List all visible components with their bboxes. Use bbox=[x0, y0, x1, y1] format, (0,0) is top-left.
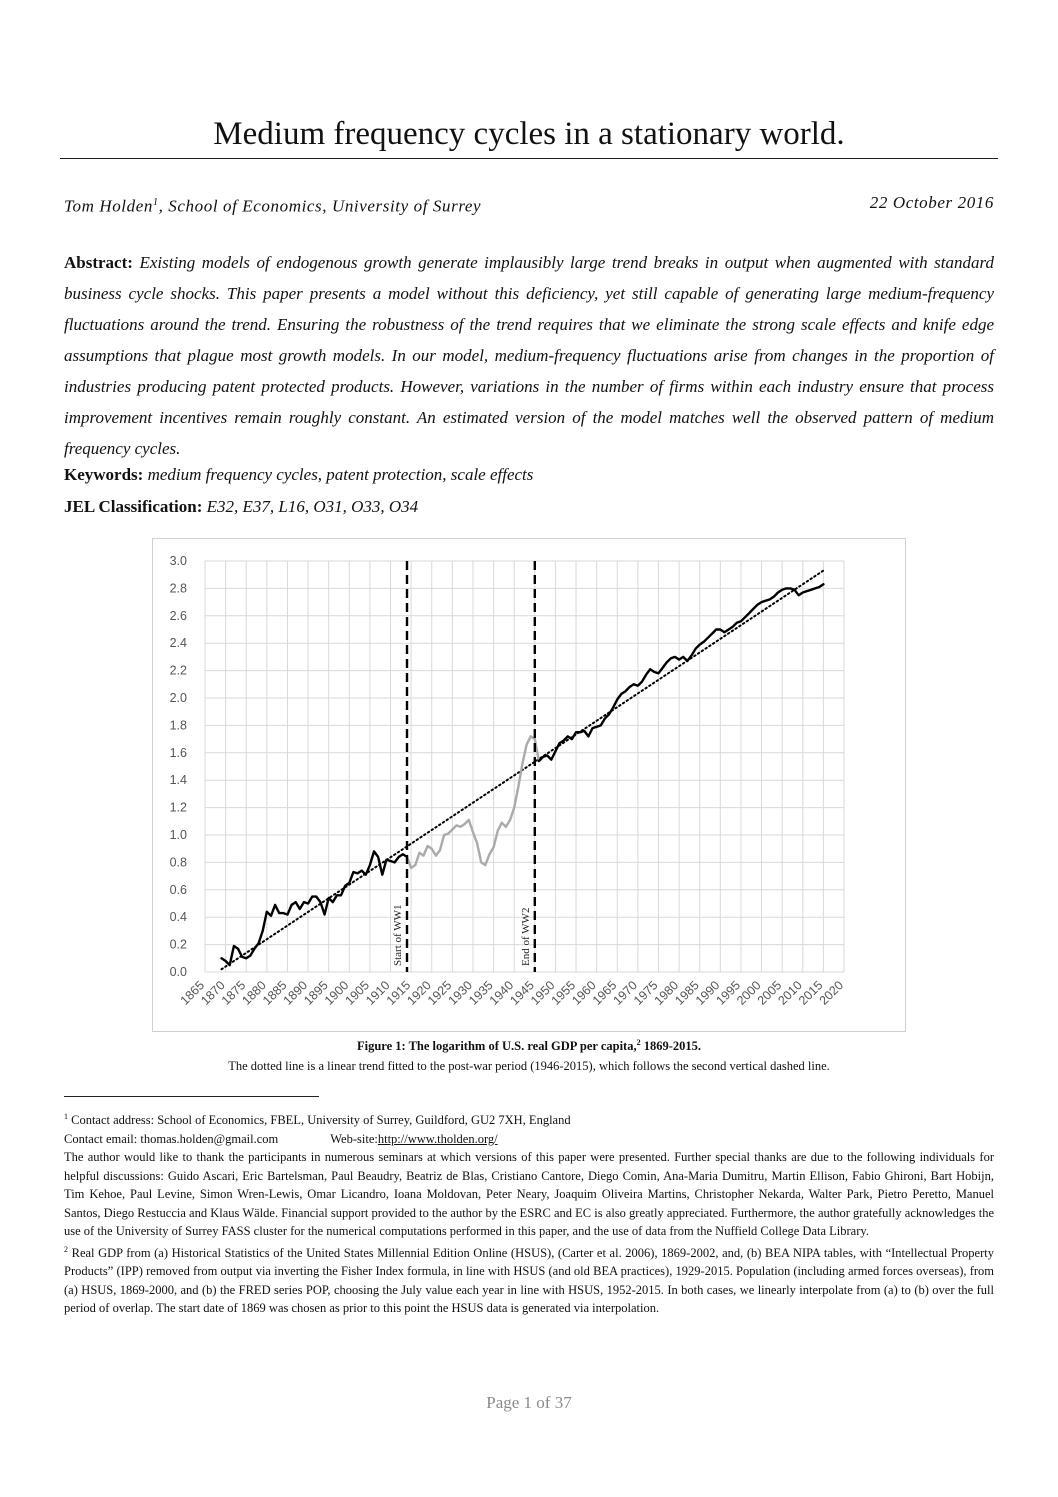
gdp-series-line-2 bbox=[405, 735, 541, 870]
figure-caption-mark: 2 bbox=[636, 1038, 641, 1047]
y-tick-label: 1.6 bbox=[170, 746, 187, 760]
author-affiliation: , School of Economics, University of Sur… bbox=[158, 196, 482, 216]
contact-email: Contact email: thomas.holden@gmail.com bbox=[64, 1131, 279, 1146]
y-tick-label: 0.2 bbox=[170, 938, 187, 952]
author-name: Tom Holden bbox=[64, 196, 153, 216]
figure-caption-note: The dotted line is a linear trend fitted… bbox=[228, 1059, 830, 1074]
footnote-1-address: 1 Contact address: School of Economics, … bbox=[64, 1108, 994, 1130]
y-tick-label: 0.6 bbox=[170, 883, 187, 897]
footnote-divider bbox=[64, 1096, 319, 1097]
y-tick-label: 0.8 bbox=[170, 855, 187, 869]
gdp-chart-svg: 0.0 0.2 0.4 0.6 0.8 1.0 1.2 1.4 1.6 1.8 2.0 2.2 2.4 2… bbox=[152, 538, 906, 1032]
keywords-label: Keywords: bbox=[64, 465, 144, 484]
figure-caption-post: 1869-2015. bbox=[640, 1039, 702, 1054]
keywords: Keywords: medium frequency cycles, paten… bbox=[64, 462, 533, 488]
footnote-1-thanks: The author would like to thank the parti… bbox=[64, 1150, 994, 1239]
y-tick-label: 1.8 bbox=[170, 718, 187, 732]
author-line: Tom Holden1, School of Economics, Univer… bbox=[64, 192, 994, 218]
y-tick-label: 3.0 bbox=[170, 554, 187, 568]
title-divider bbox=[60, 158, 998, 159]
footnote-1-mark: 1 bbox=[64, 1112, 68, 1121]
y-tick-label: 2.8 bbox=[170, 581, 187, 595]
figure-caption-title: Figure 1: The logarithm of U.S. real GDP… bbox=[60, 1034, 998, 1055]
y-tick-label: 1.4 bbox=[170, 773, 187, 787]
page-number: Page 1 of 37 bbox=[486, 1393, 572, 1412]
y-tick-label: 2.2 bbox=[170, 664, 187, 678]
footnote-2-mark: 2 bbox=[64, 1244, 68, 1254]
y-tick-label: 0.0 bbox=[170, 965, 187, 979]
y-tick-label: 2.4 bbox=[170, 636, 187, 650]
paper-date: 22 October 2016 bbox=[869, 193, 994, 212]
figure-caption: Figure 1: The logarithm of U.S. real GDP… bbox=[60, 1034, 998, 1075]
website-link[interactable]: http://www.tholden.org/ bbox=[377, 1131, 498, 1146]
footnotes: 1 Contact address: School of Economics, … bbox=[64, 1108, 994, 1318]
jel-text: E32, E37, L16, O31, O33, O34 bbox=[206, 497, 419, 516]
vline-label-1: Start of WW1 bbox=[392, 904, 404, 966]
abstract-text: Existing models of endogenous growth gen… bbox=[64, 253, 994, 458]
jel-classification: JEL Classification: E32, E37, L16, O31, … bbox=[64, 494, 418, 520]
abstract-label: Abstract: bbox=[64, 253, 133, 272]
abstract: Abstract: Existing models of endogenous … bbox=[64, 247, 994, 464]
chart-frame bbox=[152, 538, 906, 1032]
footnote-2: 2 Real GDP from (a) Historical Statistic… bbox=[64, 1241, 994, 1318]
gdp-series-line-3 bbox=[537, 583, 825, 763]
y-tick-label: 0.4 bbox=[170, 910, 187, 924]
gdp-series-line-1 bbox=[220, 850, 409, 967]
keywords-text: medium frequency cycles, patent protecti… bbox=[147, 465, 534, 484]
figure-caption-pre: Figure 1: The logarithm of U.S. real GDP… bbox=[356, 1039, 637, 1054]
paper-title: Medium frequency cycles in a stationary … bbox=[213, 116, 845, 152]
jel-label: JEL Classification: bbox=[64, 497, 203, 516]
y-tick-label: 1.0 bbox=[170, 828, 187, 842]
gdp-chart: 0.0 0.2 0.4 0.6 0.8 1.0 1.2 1.4 1.6 1.8 2.0 2.2 2.4 2… bbox=[152, 538, 906, 1032]
y-tick-label: 1.2 bbox=[170, 801, 187, 815]
y-tick-label: 2.0 bbox=[170, 691, 187, 705]
website-label: Web-site: bbox=[330, 1131, 378, 1146]
footnote-1-address-text: Contact address: School of Economics, FB… bbox=[68, 1113, 571, 1128]
vline-label-2: End of WW2 bbox=[520, 908, 532, 966]
author-footnote-mark: 1 bbox=[152, 197, 159, 208]
footnote-2-text: Real GDP from (a) Historical Statistics … bbox=[64, 1245, 994, 1316]
y-tick-label: 2.6 bbox=[170, 609, 187, 623]
footnote-1-contact: Contact email: thomas.holden@gmail.com We… bbox=[64, 1130, 994, 1149]
